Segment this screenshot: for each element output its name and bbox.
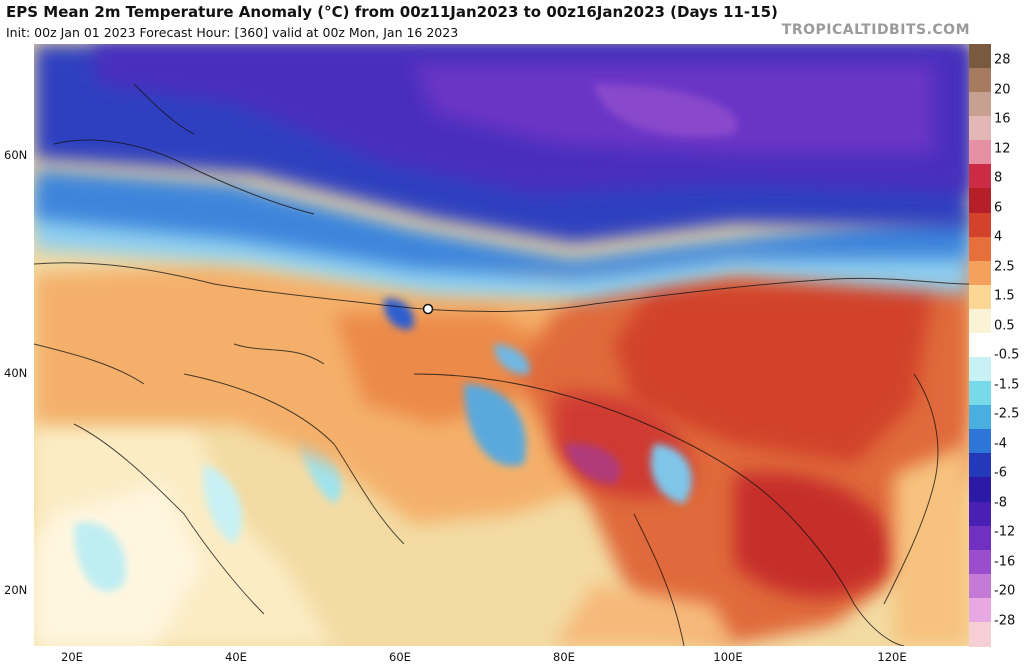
colorbar-label: -1.5 — [994, 377, 1020, 392]
colorbar-swatch — [969, 381, 991, 406]
colorbar-label: -12 — [994, 524, 1016, 540]
colorbar-label: 0.5 — [994, 318, 1015, 333]
lon-label-100e: 100E — [713, 650, 743, 664]
colorbar-swatch — [969, 164, 991, 190]
colorbar-label: 4 — [994, 229, 1003, 245]
colorbar-swatch — [969, 116, 991, 141]
colorbar-label: 28 — [994, 52, 1011, 68]
colorbar-label: 12 — [994, 141, 1011, 156]
colorbar-swatch — [969, 357, 991, 382]
colorbar-label: -0.5 — [994, 347, 1020, 363]
colorbar-swatch — [969, 212, 991, 238]
lat-label-40n: 40N — [4, 366, 28, 380]
colorbar-label: -6 — [994, 465, 1007, 481]
colorbar-swatch — [969, 597, 991, 623]
lon-label-120e: 120E — [877, 650, 907, 664]
colorbar — [969, 44, 991, 647]
lat-label-60n: 60N — [4, 148, 28, 162]
colorbar-label: -8 — [994, 495, 1007, 510]
colorbar-label: -2.5 — [994, 406, 1020, 422]
colorbar-swatch — [969, 44, 991, 69]
brand-watermark: TROPICALTIDBITS.COM — [781, 22, 970, 38]
colorbar-label: 6 — [994, 200, 1003, 215]
colorbar-swatch — [969, 549, 991, 575]
colorbar-label: -4 — [994, 436, 1007, 451]
colorbar-swatch — [969, 284, 991, 310]
colorbar-swatch — [969, 573, 991, 599]
colorbar-label: 1.5 — [994, 288, 1015, 304]
colorbar-swatch — [969, 140, 991, 165]
colorbar-swatch — [969, 429, 991, 454]
colorbar-swatch — [969, 260, 991, 286]
colorbar-label: 8 — [994, 170, 1003, 186]
lon-label-60e: 60E — [389, 650, 411, 664]
colorbar-swatch — [969, 525, 991, 551]
colorbar-swatch — [969, 405, 991, 430]
colorbar-swatch — [969, 308, 991, 334]
colorbar-swatch — [969, 236, 991, 262]
colorbar-swatch — [969, 501, 991, 527]
colorbar-swatch — [969, 453, 991, 479]
colorbar-label: -20 — [994, 583, 1016, 599]
lon-label-80e: 80E — [553, 650, 575, 664]
colorbar-swatch — [969, 332, 991, 358]
lon-label-20e: 20E — [61, 650, 83, 664]
lon-label-40e: 40E — [225, 650, 247, 664]
colorbar-label: 20 — [994, 82, 1011, 97]
colorbar-label: -28 — [994, 613, 1016, 628]
colorbar-swatch — [969, 68, 991, 93]
colorbar-label: 16 — [994, 111, 1011, 127]
colorbar-swatch — [969, 477, 991, 503]
map-subtitle: Init: 00z Jan 01 2023 Forecast Hour: [36… — [6, 25, 459, 40]
colorbar-swatch — [969, 621, 991, 647]
colorbar-label: -16 — [994, 554, 1016, 569]
lat-label-20n: 20N — [4, 583, 28, 597]
colorbar-swatch — [969, 92, 991, 117]
map-title: EPS Mean 2m Temperature Anomaly (°C) fro… — [6, 3, 778, 21]
colorbar-swatch — [969, 188, 991, 214]
anomaly-map — [34, 44, 969, 646]
colorbar-label: 2.5 — [994, 259, 1015, 274]
anomaly-field — [34, 44, 969, 646]
